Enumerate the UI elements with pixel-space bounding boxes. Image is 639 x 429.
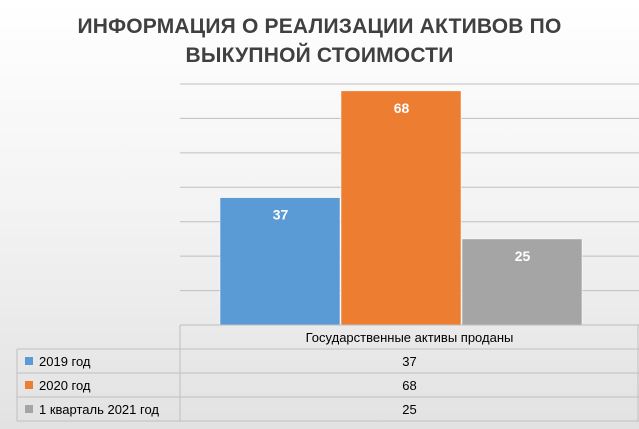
chart-title-line-1: ИНФОРМАЦИЯ О РЕАЛИЗАЦИИ АКТИВОВ ПО — [77, 15, 562, 38]
data-label: 68 — [394, 100, 410, 116]
bar-3 — [461, 238, 583, 326]
data-label: 37 — [273, 207, 289, 223]
series-name: 2019 год — [39, 354, 91, 369]
bar-1 — [219, 197, 341, 326]
table-value: 37 — [402, 354, 416, 369]
series-name: 1 кварталь 2021 год — [39, 402, 159, 417]
bar-2 — [340, 90, 462, 326]
series-name: 2020 год — [39, 378, 91, 393]
table-value: 25 — [402, 402, 416, 417]
data-label: 25 — [515, 248, 531, 264]
chart-title-line-2: ВЫКУПНОЙ СТОИМОСТИ — [185, 44, 454, 67]
category-label: Государственные активы проданы — [306, 330, 514, 345]
legend-key-1 — [25, 357, 33, 365]
chart-title: ИНФОРМАЦИЯ О РЕАЛИЗАЦИИ АКТИВОВ ПО ВЫКУП… — [0, 12, 639, 70]
legend-key-3 — [25, 405, 33, 413]
table-value: 68 — [402, 378, 416, 393]
legend-key-2 — [25, 381, 33, 389]
